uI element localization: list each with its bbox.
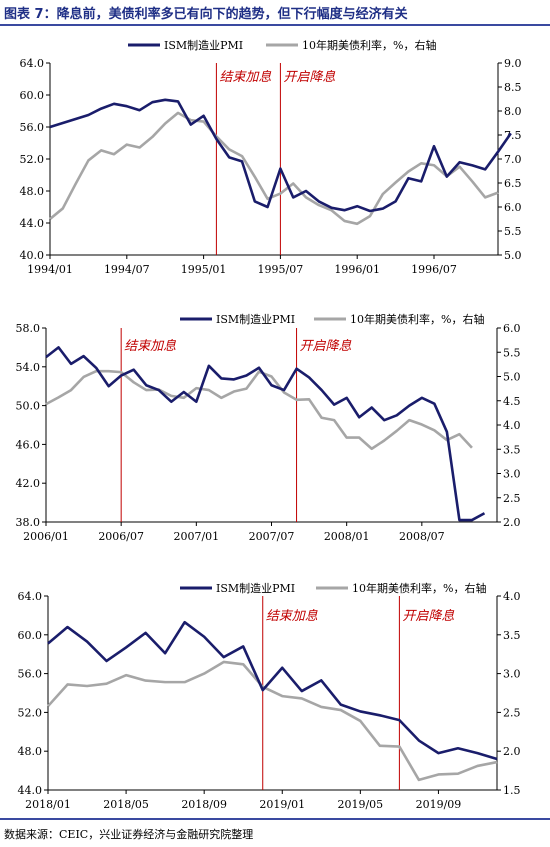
event-annotation: 开启降息 [300, 338, 352, 354]
yield-series-line [50, 113, 498, 224]
x-tick-label: 2008/01 [324, 530, 370, 543]
x-tick-label: 2007/07 [249, 530, 295, 543]
right-tick-label: 5.0 [504, 249, 522, 262]
chart-2006: 38.0 42.0 46.0 50.0 54.0 58.0 2.0 2.5 3.0 3.5 4.0 4… [0, 300, 550, 562]
right-tick-label: 6.0 [503, 322, 521, 335]
left-tick-label: 48.0 [20, 185, 45, 198]
x-tick-label: 2006/01 [23, 530, 69, 543]
figure-title: 图表 7：降息前，美债利率多已有向下的趋势，但下行幅度与经济有关 [4, 3, 408, 22]
right-tick-label: 5.0 [503, 371, 521, 384]
left-tick-label: 64.0 [20, 57, 45, 70]
left-tick-label: 50.0 [16, 400, 41, 413]
left-tick-label: 64.0 [18, 590, 43, 603]
legend-yield-label: 10年期美债利率，%，右轴 [350, 312, 484, 326]
event-annotation: 结束加息 [124, 338, 176, 354]
x-tick-label: 1996/07 [411, 263, 457, 276]
x-tick-label: 2019/09 [416, 798, 462, 811]
x-tick-label: 1995/07 [258, 263, 304, 276]
event-annotation: 结束加息 [219, 69, 271, 85]
right-tick-label: 2.5 [503, 492, 521, 505]
right-tick-label: 8.0 [504, 105, 522, 118]
left-tick-label: 42.0 [16, 477, 41, 490]
right-tick-label: 3.0 [503, 668, 521, 681]
right-tick-label: 2.0 [503, 516, 521, 529]
right-tick-label: 7.0 [504, 153, 522, 166]
legend-yield-label: 10年期美债利率，%，右轴 [352, 581, 486, 595]
right-tick-label: 6.5 [504, 177, 522, 190]
yield-series-line [46, 371, 472, 449]
right-tick-label: 9.0 [504, 57, 522, 70]
left-tick-label: 54.0 [16, 361, 41, 374]
right-tick-label: 1.5 [503, 784, 521, 797]
x-tick-label: 2018/09 [181, 798, 227, 811]
right-tick-label: 4.0 [503, 419, 521, 432]
x-tick-label: 1994/01 [27, 263, 73, 276]
x-tick-label: 1996/01 [334, 263, 380, 276]
x-tick-label: 1995/01 [181, 263, 227, 276]
x-tick-label: 2008/07 [399, 530, 445, 543]
left-tick-label: 56.0 [18, 668, 43, 681]
right-tick-label: 3.0 [503, 468, 521, 481]
source-note: 数据来源：CEIC，兴业证券经济与金融研究院整理 [4, 826, 253, 842]
chart-1994: 40.0 44.0 48.0 52.0 56.0 60.0 64.0 5.0 5.5 6.0 6.5… [0, 30, 550, 292]
left-tick-label: 46.0 [16, 438, 41, 451]
left-tick-label: 52.0 [18, 706, 43, 719]
x-tick-label: 2006/07 [98, 530, 144, 543]
x-tick-label: 2018/05 [103, 798, 149, 811]
x-tick-label: 2018/01 [25, 798, 71, 811]
right-tick-label: 8.5 [504, 81, 522, 94]
legend-pmi-label: ISM制造业PMI [216, 312, 295, 326]
event-annotation: 结束加息 [266, 608, 318, 624]
legend-pmi-label: ISM制造业PMI [164, 38, 243, 52]
x-tick-label: 2019/05 [337, 798, 383, 811]
left-tick-label: 44.0 [20, 217, 45, 230]
legend-yield-label: 10年期美债利率，%，右轴 [302, 38, 436, 52]
legend-pmi-label: ISM制造业PMI [216, 581, 295, 595]
left-tick-label: 48.0 [18, 745, 43, 758]
left-tick-label: 56.0 [20, 121, 45, 134]
right-tick-label: 2.0 [503, 745, 521, 758]
chart-2018: 44.0 48.0 52.0 56.0 60.0 64.0 1.5 2.0 2.5 3.0 3.5 4… [0, 560, 550, 822]
right-tick-label: 3.5 [503, 629, 521, 642]
right-tick-label: 6.0 [504, 201, 522, 214]
event-annotation: 开启降息 [283, 69, 335, 85]
left-tick-label: 60.0 [18, 629, 43, 642]
left-tick-label: 58.0 [16, 322, 41, 335]
left-tick-label: 52.0 [20, 153, 45, 166]
left-tick-label: 38.0 [16, 516, 41, 529]
x-tick-label: 2007/01 [173, 530, 219, 543]
right-tick-label: 2.5 [503, 706, 521, 719]
left-tick-label: 60.0 [20, 89, 45, 102]
x-tick-label: 1994/07 [104, 263, 150, 276]
title-bar: 图表 7：降息前，美债利率多已有向下的趋势，但下行幅度与经济有关 [0, 0, 550, 26]
source-bar: 数据来源：CEIC，兴业证券经济与金融研究院整理 [0, 818, 550, 847]
left-tick-label: 44.0 [18, 784, 43, 797]
right-tick-label: 4.0 [503, 590, 521, 603]
right-tick-label: 5.5 [503, 346, 521, 359]
right-tick-label: 4.5 [503, 395, 521, 408]
right-tick-label: 3.5 [503, 443, 521, 456]
right-tick-label: 5.5 [504, 225, 522, 238]
x-tick-label: 2019/01 [259, 798, 305, 811]
event-annotation: 开启降息 [402, 608, 454, 624]
left-tick-label: 40.0 [20, 249, 45, 262]
